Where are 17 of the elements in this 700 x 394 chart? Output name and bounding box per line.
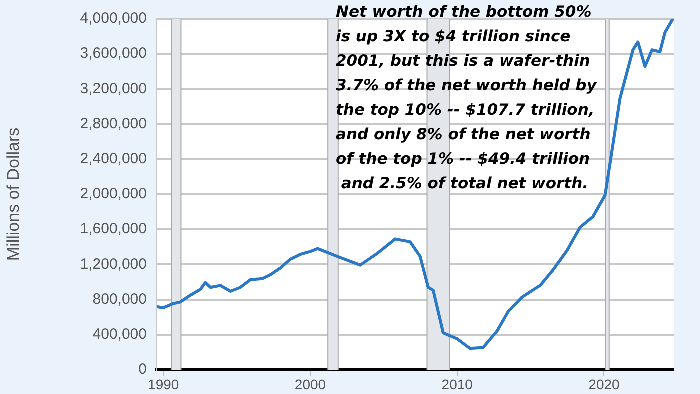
x-tick-label: 2020 (588, 376, 620, 392)
annotation: Net worth of the bottom 50% is up 3X to $4 trillion since 2001, but this is a wafer-thin 3.7% of the net worth held by the top 10% -- $107.7 trillion, and only 8% of the net worth of the top 1% -- $49.4 trillion and 2.5% of total net worth. (336, 3, 598, 192)
y-axis-title: Millions of Dollars (4, 128, 23, 262)
x-tick-label: 2000 (294, 376, 326, 392)
y-tick-label: 400,000 (92, 326, 147, 344)
x-tick-label: 1990 (148, 376, 180, 392)
y-tick-label: 1,200,000 (80, 256, 147, 273)
y-tick-label: 0 (138, 361, 147, 378)
y-tick-label: 800,000 (92, 290, 147, 308)
y-tick-label: 3,200,000 (80, 80, 147, 98)
y-tick-label: 1,600,000 (80, 220, 147, 238)
y-tick-label: 2,400,000 (80, 150, 147, 168)
y-tick-label: 4,000,000 (80, 10, 147, 28)
x-tick-label: 2010 (442, 376, 474, 392)
y-tick-label: 2,800,000 (80, 115, 147, 132)
y-tick-label: 2,000,000 (80, 186, 147, 203)
y-tick-label: 3,600,000 (80, 45, 147, 62)
